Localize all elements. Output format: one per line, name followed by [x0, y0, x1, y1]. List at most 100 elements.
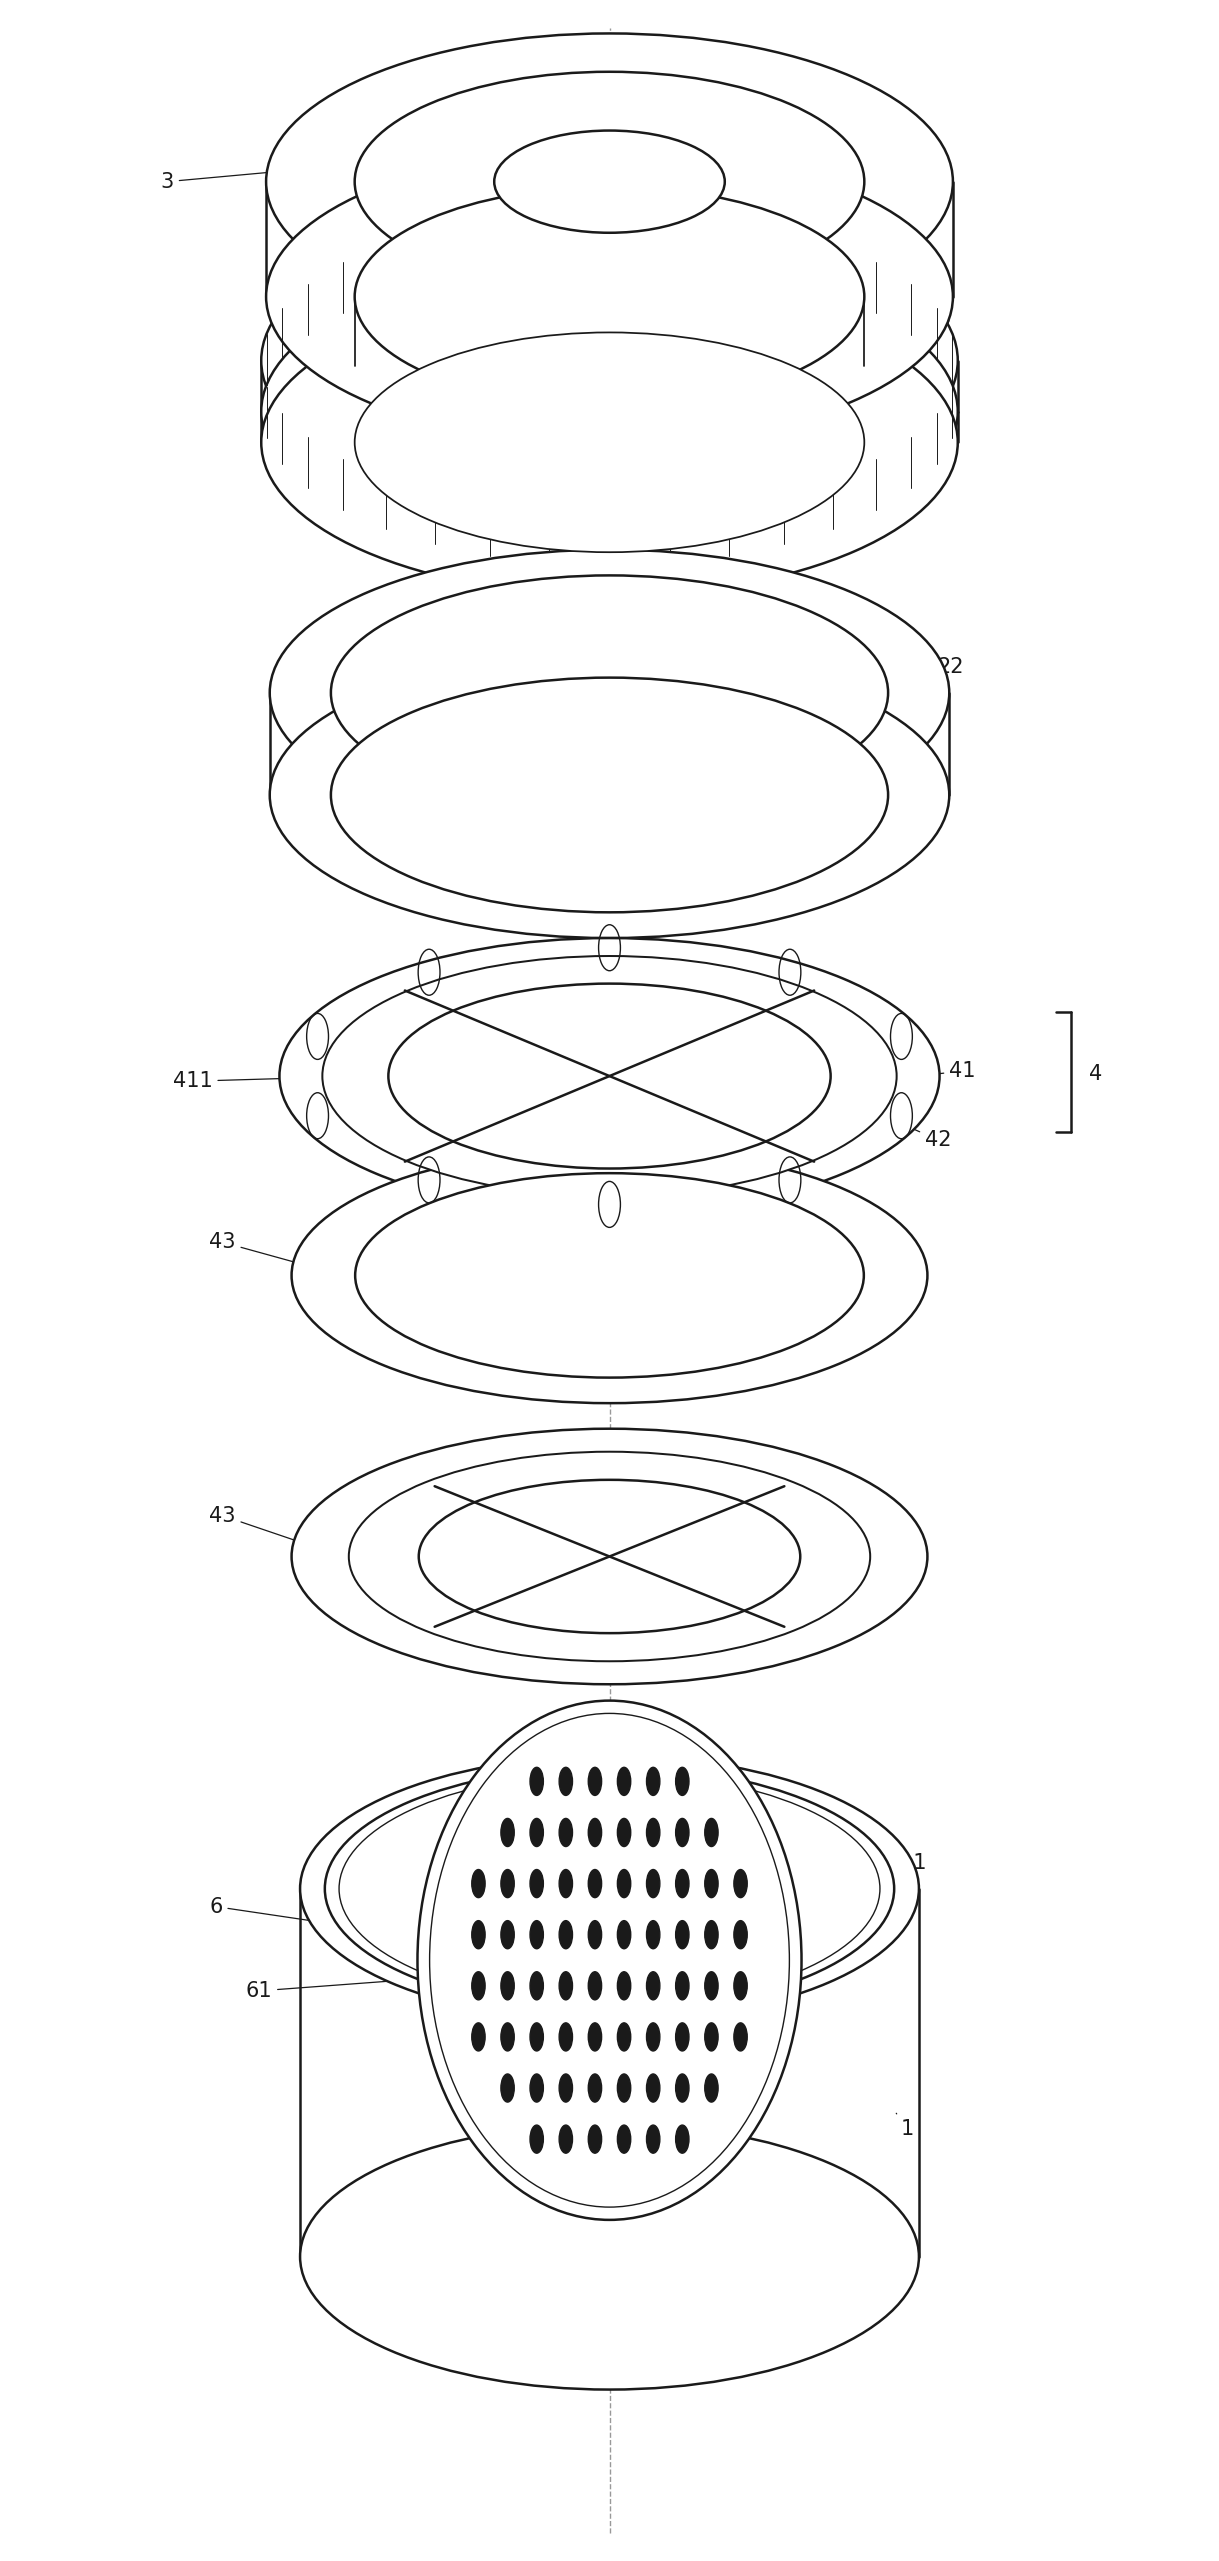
Circle shape — [589, 1767, 602, 1795]
Circle shape — [705, 1972, 718, 2000]
Circle shape — [560, 1767, 573, 1795]
Circle shape — [617, 1818, 630, 1846]
Ellipse shape — [300, 1757, 919, 2021]
Ellipse shape — [291, 1147, 928, 1403]
Circle shape — [675, 2074, 689, 2103]
Circle shape — [675, 1767, 689, 1795]
Circle shape — [675, 2126, 689, 2154]
Circle shape — [589, 1870, 602, 1898]
Ellipse shape — [322, 955, 897, 1196]
Text: 6: 6 — [210, 1898, 334, 1923]
Circle shape — [646, 1870, 659, 1898]
Ellipse shape — [261, 289, 958, 597]
Circle shape — [589, 1921, 602, 1949]
Circle shape — [675, 1921, 689, 1949]
Circle shape — [530, 1767, 544, 1795]
Circle shape — [705, 2023, 718, 2051]
Circle shape — [705, 1921, 718, 1949]
Circle shape — [734, 1870, 747, 1898]
Text: 4: 4 — [1089, 1063, 1102, 1083]
Circle shape — [560, 1972, 573, 2000]
Circle shape — [589, 2023, 602, 2051]
Text: 41: 41 — [922, 1060, 975, 1081]
Circle shape — [675, 1870, 689, 1898]
Circle shape — [646, 2023, 659, 2051]
Circle shape — [617, 1921, 630, 1949]
Text: 42: 42 — [830, 1094, 952, 1150]
Text: 2: 2 — [913, 120, 926, 149]
Ellipse shape — [429, 1713, 790, 2208]
Circle shape — [472, 1921, 485, 1949]
Circle shape — [501, 1870, 514, 1898]
Circle shape — [530, 1818, 544, 1846]
Circle shape — [705, 1818, 718, 1846]
Ellipse shape — [494, 131, 725, 233]
Ellipse shape — [291, 1429, 928, 1685]
Circle shape — [530, 2074, 544, 2103]
Text: 1: 1 — [896, 2113, 914, 2138]
Ellipse shape — [324, 1767, 895, 2010]
Circle shape — [589, 1818, 602, 1846]
Circle shape — [501, 1818, 514, 1846]
Ellipse shape — [419, 1480, 800, 1634]
Circle shape — [530, 2023, 544, 2051]
Circle shape — [646, 2126, 659, 2154]
Circle shape — [472, 2023, 485, 2051]
Circle shape — [530, 1870, 544, 1898]
Circle shape — [560, 1870, 573, 1898]
Circle shape — [617, 2074, 630, 2103]
Circle shape — [560, 2126, 573, 2154]
Ellipse shape — [355, 72, 864, 292]
Circle shape — [501, 2074, 514, 2103]
Circle shape — [501, 1921, 514, 1949]
Circle shape — [530, 1972, 544, 2000]
Ellipse shape — [330, 679, 889, 912]
Text: 3: 3 — [161, 161, 389, 192]
Ellipse shape — [300, 2123, 919, 2389]
Ellipse shape — [266, 33, 953, 330]
Text: 411: 411 — [173, 1070, 364, 1091]
Text: 11: 11 — [901, 1854, 928, 1895]
Ellipse shape — [355, 333, 864, 553]
Ellipse shape — [261, 207, 958, 515]
Circle shape — [675, 2023, 689, 2051]
Circle shape — [646, 1767, 659, 1795]
Ellipse shape — [339, 1772, 880, 2005]
Circle shape — [530, 2126, 544, 2154]
Text: 43: 43 — [210, 1232, 340, 1275]
Circle shape — [560, 1921, 573, 1949]
Circle shape — [589, 2126, 602, 2154]
Circle shape — [617, 1767, 630, 1795]
Circle shape — [501, 2023, 514, 2051]
Circle shape — [646, 2074, 659, 2103]
Circle shape — [472, 1972, 485, 2000]
Ellipse shape — [269, 551, 950, 835]
Circle shape — [646, 1818, 659, 1846]
Circle shape — [617, 2126, 630, 2154]
Ellipse shape — [266, 149, 953, 446]
Ellipse shape — [330, 576, 889, 809]
Ellipse shape — [261, 259, 958, 566]
Circle shape — [646, 1921, 659, 1949]
Text: 71: 71 — [734, 389, 806, 410]
Text: 61: 61 — [245, 1975, 461, 2000]
Ellipse shape — [355, 1173, 864, 1378]
Ellipse shape — [417, 1701, 802, 2220]
Circle shape — [589, 2074, 602, 2103]
Circle shape — [734, 1921, 747, 1949]
Ellipse shape — [279, 937, 940, 1214]
Circle shape — [472, 1870, 485, 1898]
Ellipse shape — [389, 983, 830, 1168]
Circle shape — [560, 2023, 573, 2051]
Text: 22: 22 — [926, 658, 964, 717]
Circle shape — [705, 1870, 718, 1898]
Circle shape — [734, 1972, 747, 2000]
Text: 43: 43 — [210, 1506, 340, 1555]
Circle shape — [617, 2023, 630, 2051]
Circle shape — [675, 1972, 689, 2000]
Ellipse shape — [269, 653, 950, 937]
Circle shape — [560, 1818, 573, 1846]
Circle shape — [646, 1972, 659, 2000]
Ellipse shape — [355, 187, 864, 407]
Circle shape — [501, 1972, 514, 2000]
